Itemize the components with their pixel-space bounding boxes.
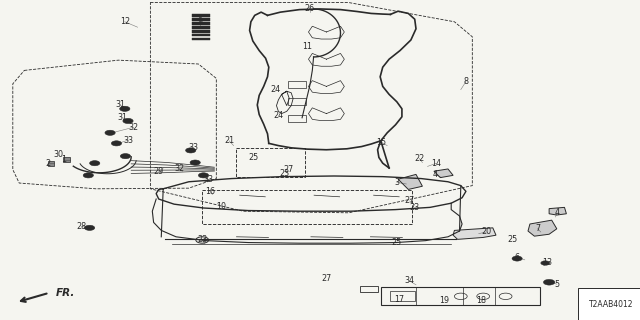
Text: 25: 25 [507, 236, 517, 244]
Circle shape [105, 130, 115, 135]
Text: 21: 21 [224, 136, 234, 145]
Circle shape [198, 173, 209, 178]
Polygon shape [453, 228, 496, 239]
Circle shape [83, 173, 93, 178]
Text: 17: 17 [394, 295, 404, 304]
Bar [192, 14, 210, 17]
Text: 4: 4 [433, 170, 438, 179]
Text: 32: 32 [128, 123, 138, 132]
Text: 1: 1 [61, 156, 67, 164]
Text: 15: 15 [376, 138, 387, 147]
Circle shape [541, 261, 550, 265]
Bar [63, 157, 70, 162]
Bar [288, 81, 306, 88]
Text: 14: 14 [431, 159, 442, 168]
Bar [48, 161, 54, 166]
Text: 9: 9 [197, 17, 202, 26]
Circle shape [84, 225, 95, 230]
Bar [381, 287, 540, 305]
Circle shape [512, 256, 522, 261]
Polygon shape [549, 207, 566, 215]
Text: 22: 22 [414, 154, 424, 163]
Circle shape [186, 148, 196, 153]
Polygon shape [398, 174, 422, 189]
Text: 28: 28 [77, 222, 87, 231]
Bar [390, 291, 415, 301]
Text: 29: 29 [154, 167, 164, 176]
Text: 25: 25 [392, 238, 402, 247]
Text: 2: 2 [45, 159, 51, 168]
Text: 16: 16 [205, 187, 215, 196]
Text: 27: 27 [404, 196, 415, 205]
Bar [192, 38, 210, 40]
Text: 23: 23 [280, 169, 290, 178]
Bar [192, 26, 210, 28]
Text: 11: 11 [302, 42, 312, 51]
Bar [192, 22, 210, 25]
Text: 31: 31 [115, 100, 125, 109]
Bar [288, 98, 306, 105]
Text: 12: 12 [120, 17, 130, 26]
Bar [192, 18, 210, 21]
Bar [202, 190, 412, 224]
Text: 25: 25 [248, 153, 259, 162]
Text: 26: 26 [305, 4, 315, 13]
Bar [236, 148, 305, 177]
Text: 19: 19 [439, 296, 449, 305]
Text: 24: 24 [273, 111, 284, 120]
Text: 18: 18 [476, 296, 486, 305]
Text: 8: 8 [463, 77, 468, 86]
Text: 33: 33 [188, 143, 198, 152]
Text: 6: 6 [515, 253, 520, 262]
Text: 23: 23 [410, 204, 420, 212]
Circle shape [120, 106, 130, 111]
Circle shape [123, 118, 133, 124]
Text: 34: 34 [404, 276, 415, 285]
Bar [360, 286, 378, 292]
Text: T2AAB4012: T2AAB4012 [589, 300, 634, 309]
Bar [192, 34, 210, 36]
Circle shape [190, 160, 200, 165]
Circle shape [543, 279, 555, 285]
Text: 7: 7 [535, 224, 540, 233]
Text: 23: 23 [197, 236, 207, 244]
Text: 33: 33 [123, 136, 133, 145]
Text: 30: 30 [54, 150, 64, 159]
Text: 4: 4 [554, 208, 559, 217]
Text: 20: 20 [481, 228, 492, 236]
Circle shape [111, 141, 122, 146]
Text: 33: 33 [203, 175, 213, 184]
Text: 32: 32 [174, 164, 184, 173]
Circle shape [120, 154, 131, 159]
Text: 10: 10 [216, 202, 226, 211]
Bar [192, 30, 210, 33]
Polygon shape [434, 169, 453, 178]
Text: 13: 13 [542, 258, 552, 267]
Text: 5: 5 [554, 280, 559, 289]
Text: 24: 24 [270, 85, 280, 94]
Circle shape [90, 161, 100, 166]
Text: 27: 27 [283, 165, 293, 174]
Text: 3: 3 [394, 178, 399, 187]
Text: 31: 31 [118, 113, 128, 122]
Text: FR.: FR. [56, 288, 75, 298]
Text: 27: 27 [321, 274, 332, 283]
Bar [288, 115, 306, 122]
Polygon shape [528, 220, 557, 236]
